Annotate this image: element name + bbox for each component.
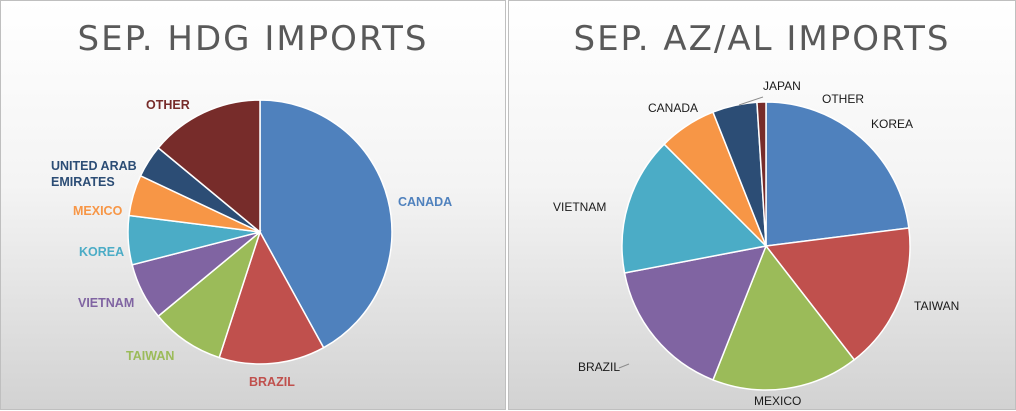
- hdg-slice-canada: [259, 99, 393, 349]
- azal-label-brazil: BRAZIL: [578, 360, 620, 374]
- azal-slice-mexico: [712, 244, 856, 391]
- hdg-label-brazil: BRAZIL: [249, 375, 295, 389]
- azal-label-japan: JAPAN: [763, 79, 801, 93]
- azal-slice-taiwan: [764, 227, 911, 361]
- hdg-pie-chart: CANADA BRAZIL TAIWAN VIETNAM KOREA MEXICO UNIT…: [51, 98, 452, 389]
- hdg-label-other: OTHER: [146, 98, 190, 112]
- azal-chart-title: SEP. AZ/AL IMPORTS: [573, 19, 951, 59]
- azal-label-mexico: MEXICO: [754, 394, 801, 408]
- azal-label-canada: CANADA: [648, 101, 698, 115]
- hdg-slice-other: [157, 99, 261, 234]
- azal-slice-vietnam: [621, 143, 768, 274]
- hdg-label-korea: KOREA: [79, 245, 124, 259]
- azal-label-taiwan: TAIWAN: [914, 299, 959, 313]
- azal-label-other: OTHER: [822, 92, 864, 106]
- azal-pie-chart: KOREA TAIWAN MEXICO BRAZIL VIETNAM CANADA JAPA…: [553, 79, 959, 408]
- azal-leader-brazil: [618, 363, 630, 369]
- hdg-imports-panel: SEP. HDG IMPORTS CANADA BRAZIL TAIWAN VIETN…: [0, 0, 506, 410]
- hdg-label-taiwan: TAIWAN: [126, 349, 174, 363]
- hdg-label-mexico: MEXICO: [73, 204, 123, 218]
- azal-leader-japan: [738, 96, 764, 106]
- hdg-label-united-arab-emirates: UNITED ARAB EMIRATES: [51, 159, 137, 189]
- azal-label-korea: KOREA: [871, 117, 913, 131]
- azal-imports-panel: SEP. AZ/AL IMPORTS KOREA TAIWAN MEXICO BRAZ…: [508, 0, 1016, 410]
- hdg-slice-brazil: [218, 230, 325, 365]
- azal-label-vietnam: VIETNAM: [553, 200, 606, 214]
- hdg-chart-title: SEP. HDG IMPORTS: [77, 19, 429, 59]
- azal-slice-brazil: [623, 245, 768, 381]
- azal-slice-korea: [765, 101, 910, 247]
- azal-slice-other: [756, 101, 767, 247]
- hdg-label-vietnam: VIETNAM: [78, 296, 134, 310]
- hdg-label-canada: CANADA: [398, 195, 452, 209]
